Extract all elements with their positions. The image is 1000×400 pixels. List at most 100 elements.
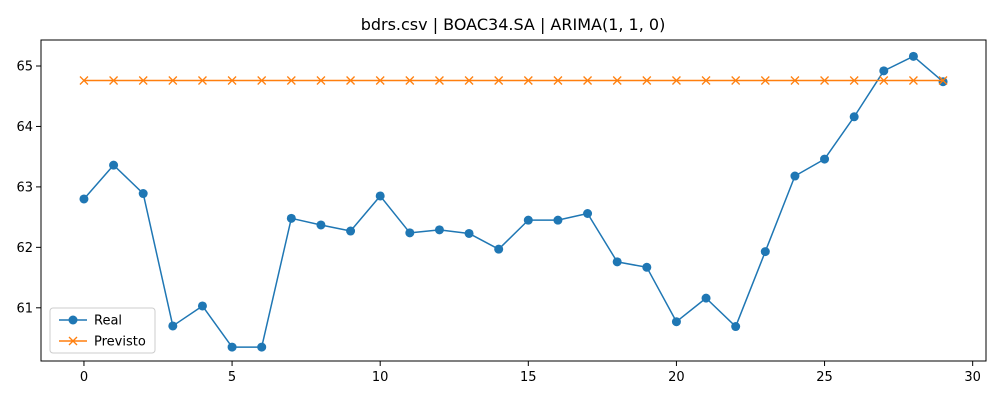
data-point bbox=[168, 321, 178, 331]
data-point-stroke bbox=[671, 76, 681, 85]
data-point bbox=[938, 76, 948, 85]
data-point-stroke bbox=[286, 76, 296, 85]
y-tick-label: 65 bbox=[16, 59, 33, 74]
data-point bbox=[820, 76, 830, 85]
data-point-stroke bbox=[109, 76, 119, 85]
data-point bbox=[79, 76, 89, 85]
data-point bbox=[820, 154, 830, 164]
data-point bbox=[731, 322, 741, 332]
data-point bbox=[316, 220, 326, 230]
x-tick-label: 30 bbox=[964, 370, 981, 385]
x-tick-label: 5 bbox=[228, 370, 236, 385]
data-point bbox=[523, 76, 533, 85]
data-point bbox=[701, 293, 711, 303]
data-point-stroke bbox=[642, 76, 652, 85]
data-point bbox=[583, 76, 593, 85]
data-point-stroke bbox=[434, 76, 444, 85]
series-previsto bbox=[79, 76, 948, 85]
legend-marker-icon bbox=[68, 336, 78, 346]
data-point bbox=[494, 76, 504, 85]
data-point bbox=[464, 76, 474, 85]
data-point-stroke bbox=[553, 76, 563, 85]
data-point bbox=[434, 76, 444, 85]
data-point bbox=[553, 76, 563, 85]
data-point-stroke bbox=[523, 76, 533, 85]
x-tick-label: 0 bbox=[80, 370, 88, 385]
legend-marker-stroke bbox=[68, 336, 78, 346]
data-point-stroke bbox=[375, 76, 385, 85]
data-point bbox=[375, 191, 385, 201]
x-tick-label: 25 bbox=[816, 370, 833, 385]
data-point-stroke bbox=[701, 76, 711, 85]
legend-marker-icon bbox=[68, 315, 78, 325]
data-point bbox=[671, 317, 681, 327]
legend-label: Real bbox=[94, 314, 122, 329]
data-point-stroke bbox=[316, 76, 326, 85]
data-point-stroke bbox=[405, 76, 415, 85]
data-point-stroke bbox=[197, 76, 207, 85]
data-point bbox=[227, 342, 237, 352]
data-point bbox=[760, 76, 770, 85]
plot-background bbox=[41, 40, 986, 361]
data-point bbox=[849, 112, 859, 122]
legend-item-previsto: Previsto bbox=[59, 335, 146, 350]
data-point bbox=[197, 301, 207, 311]
data-point-stroke bbox=[760, 76, 770, 85]
data-point-stroke bbox=[494, 76, 504, 85]
x-tick-label: 10 bbox=[372, 370, 389, 385]
data-point bbox=[612, 257, 622, 267]
legend-item-real: Real bbox=[59, 314, 122, 329]
data-point bbox=[790, 171, 800, 181]
data-point-stroke bbox=[168, 76, 178, 85]
data-point bbox=[642, 262, 652, 272]
data-point bbox=[316, 76, 326, 85]
data-point bbox=[346, 76, 356, 85]
data-point bbox=[375, 76, 385, 85]
data-point-stroke bbox=[790, 76, 800, 85]
data-point bbox=[494, 244, 504, 254]
data-point bbox=[286, 213, 296, 223]
data-point-stroke bbox=[227, 76, 237, 85]
data-point bbox=[434, 225, 444, 235]
data-point bbox=[908, 76, 918, 85]
data-point bbox=[938, 77, 948, 87]
data-point bbox=[612, 76, 622, 85]
y-tick-label: 63 bbox=[16, 180, 33, 195]
data-point bbox=[138, 189, 148, 199]
data-point bbox=[168, 76, 178, 85]
data-point-stroke bbox=[849, 76, 859, 85]
legend: Real Previsto bbox=[49, 307, 156, 354]
data-point bbox=[760, 247, 770, 257]
data-point bbox=[731, 76, 741, 85]
y-tick-label: 62 bbox=[16, 241, 33, 256]
data-point-stroke bbox=[908, 76, 918, 85]
data-point bbox=[346, 226, 356, 236]
data-point bbox=[257, 76, 267, 85]
y-tick-label: 64 bbox=[16, 120, 33, 135]
data-point-stroke bbox=[464, 76, 474, 85]
data-point bbox=[523, 215, 533, 225]
data-point bbox=[405, 228, 415, 238]
data-point bbox=[405, 76, 415, 85]
data-point bbox=[464, 228, 474, 238]
data-point bbox=[671, 76, 681, 85]
data-point bbox=[109, 76, 119, 85]
data-point-stroke bbox=[820, 76, 830, 85]
data-point bbox=[701, 76, 711, 85]
series-line-real bbox=[83, 55, 944, 348]
data-point-stroke bbox=[731, 76, 741, 85]
plot-area bbox=[41, 40, 986, 361]
data-point-stroke bbox=[938, 76, 948, 85]
data-point bbox=[908, 51, 918, 61]
data-point bbox=[790, 76, 800, 85]
data-point bbox=[879, 66, 889, 76]
data-point bbox=[879, 76, 889, 85]
data-point-stroke bbox=[138, 76, 148, 85]
data-point bbox=[642, 76, 652, 85]
axes-layer: 0 5 10 15 20 25 30 61 62 63 64 65 bbox=[16, 39, 987, 385]
legend-label: Previsto bbox=[94, 335, 146, 350]
data-point bbox=[583, 208, 593, 218]
data-point-stroke bbox=[583, 76, 593, 85]
series-real bbox=[79, 51, 948, 352]
